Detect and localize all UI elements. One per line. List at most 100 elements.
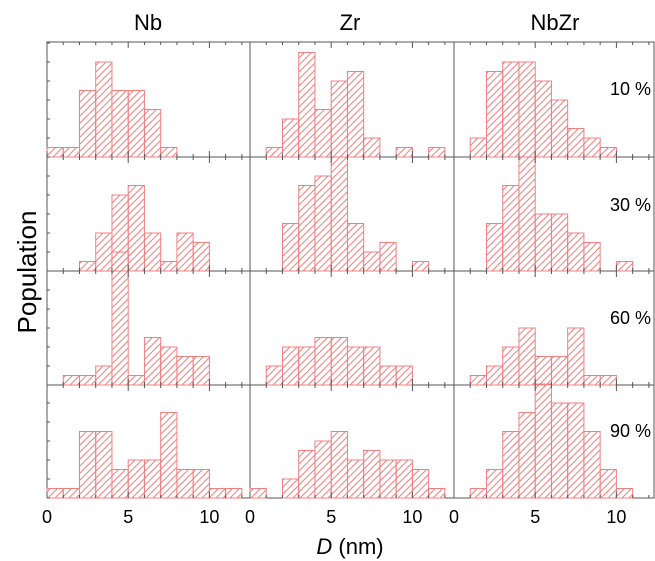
histogram-bar [346, 459, 365, 499]
histogram-bar [78, 261, 97, 272]
x-axis-label-unit: (nm) [332, 534, 383, 559]
column-title: NbZr [531, 10, 580, 35]
y-axis-label: Population [12, 211, 42, 334]
histogram-bar [485, 71, 504, 158]
histogram-bar [411, 261, 430, 272]
histogram-bar [615, 261, 634, 272]
histogram-bar [550, 356, 569, 386]
histogram-bar [265, 365, 283, 386]
histogram-bar [330, 156, 348, 272]
histogram-bar [46, 488, 64, 499]
histogram-bar [127, 90, 145, 158]
histogram-bar [208, 488, 227, 499]
histogram-bar [298, 52, 316, 158]
histogram-bar [615, 488, 634, 499]
histogram-bar [599, 375, 617, 386]
histogram-bar [534, 213, 552, 272]
histogram-bar [428, 147, 446, 158]
histogram-bar [314, 440, 332, 499]
histogram-bar [518, 61, 536, 158]
histogram-bar [330, 80, 348, 158]
histogram-bar [428, 488, 446, 499]
x-axis-label-symbol: D [316, 534, 332, 559]
histogram-bar [518, 156, 536, 272]
histogram-bar [78, 375, 97, 386]
x-tick-label: 5 [326, 507, 336, 527]
histogram-bar [127, 375, 145, 386]
histogram-bar [143, 459, 162, 499]
histogram-bar [62, 488, 80, 499]
histogram-bar [160, 412, 178, 499]
histogram-bar [95, 61, 113, 158]
histogram-bar [225, 488, 243, 499]
histogram-bar [518, 327, 536, 386]
histogram-bar [346, 71, 365, 158]
histogram-bar [534, 80, 552, 158]
histogram-bar [298, 185, 316, 272]
histogram-bar [550, 402, 569, 499]
histogram-bar [62, 147, 80, 158]
row-label: 90 % [610, 421, 651, 441]
histogram-bar [363, 137, 381, 158]
histogram-bar [95, 365, 113, 386]
histogram-bar [78, 431, 97, 499]
row-label: 30 % [610, 195, 651, 215]
histogram-bar [534, 356, 552, 386]
histogram-bar [485, 469, 504, 499]
histogram-bar [46, 147, 64, 158]
histogram-bar [567, 327, 585, 386]
histogram-bar [160, 261, 178, 272]
histogram-bar [176, 232, 194, 272]
histogram-bar [314, 109, 332, 158]
histogram-bar [346, 223, 365, 272]
histogram-bar [411, 469, 430, 499]
histogram-bar [265, 147, 283, 158]
axis-ticks [46, 42, 650, 499]
histogram-bar [599, 469, 617, 499]
histogram-bar [330, 431, 348, 499]
histogram-bar [143, 232, 162, 272]
histogram-bar [583, 375, 601, 386]
histogram-bar [176, 469, 194, 499]
histogram-bar [395, 459, 413, 499]
histogram-bar [567, 232, 585, 272]
histogram-bar [567, 128, 585, 158]
histogram-bar [469, 375, 487, 386]
histogram-bar [111, 90, 129, 158]
histogram-bar [298, 450, 316, 499]
histogram-bar [281, 478, 300, 499]
histogram-bar [550, 99, 569, 158]
histogram-bar [363, 346, 381, 386]
x-tick-label: 0 [245, 507, 255, 527]
histogram-bar [192, 242, 210, 272]
histogram-bar [330, 337, 348, 386]
histogram-bar [143, 109, 162, 158]
histogram-bar [379, 242, 397, 272]
histogram-bar [583, 137, 601, 158]
histogram-bar [281, 118, 300, 158]
histogram-bar [111, 469, 129, 499]
histogram-bar [192, 469, 210, 499]
row-label: 60 % [610, 308, 651, 328]
histogram-bar [583, 431, 601, 499]
histogram-bar [485, 223, 504, 272]
histogram-bar [95, 431, 113, 499]
histogram-bar [502, 61, 520, 158]
histogram-bar [143, 337, 162, 386]
histogram-bar [469, 137, 487, 158]
x-tick-label: 0 [449, 507, 459, 527]
x-tick-label: 10 [606, 507, 626, 527]
x-tick-label: 0 [42, 507, 52, 527]
histogram-bar [534, 383, 552, 499]
histogram-bar [111, 251, 129, 386]
histogram-bar [314, 337, 332, 386]
histogram-bar [599, 147, 617, 158]
histogram-bar [379, 365, 397, 386]
histogram-bar [127, 459, 145, 499]
histogram-bar [160, 346, 178, 386]
histogram-bar [249, 488, 267, 499]
histogram-bar [469, 488, 487, 499]
histogram-bar [502, 346, 520, 386]
histogram-bars [46, 52, 634, 499]
